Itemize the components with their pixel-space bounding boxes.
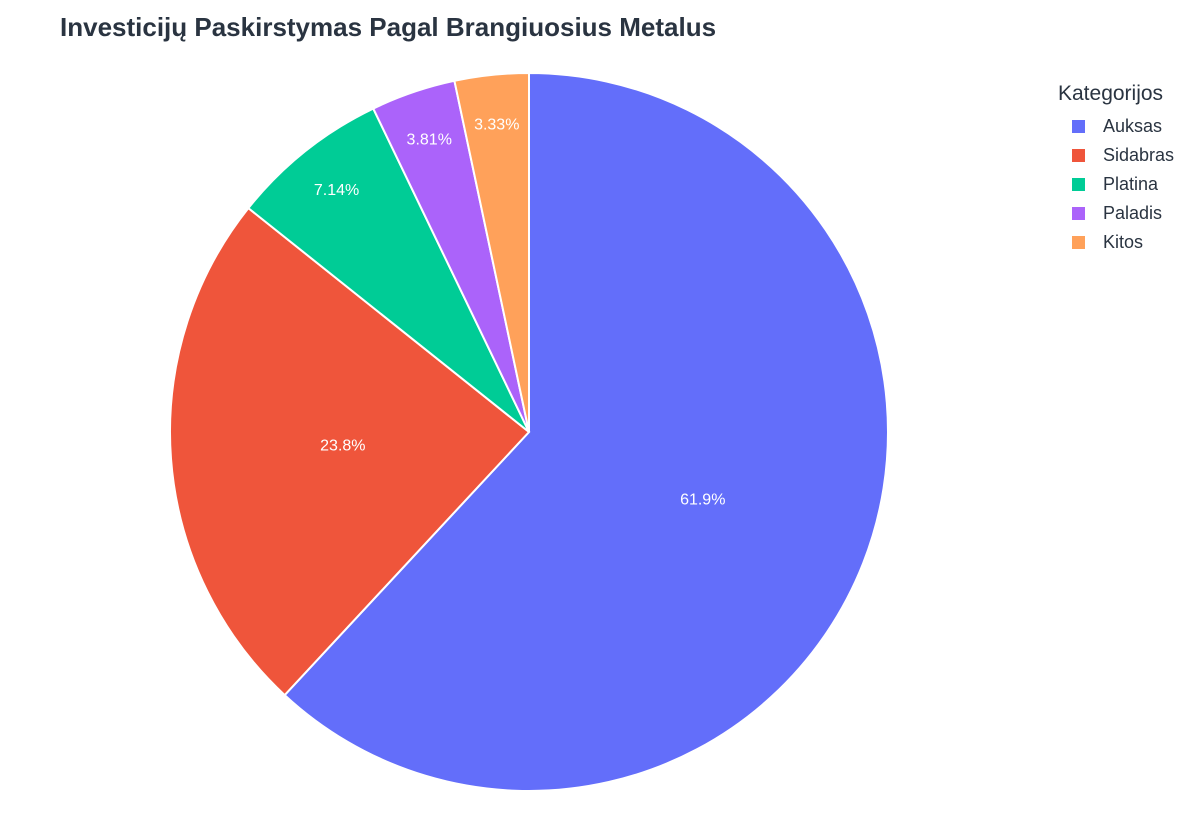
legend-title: Kategorijos xyxy=(1058,82,1164,105)
pie-slice-auksas[interactable] xyxy=(283,71,889,792)
legend-item-sidabras[interactable]: Sidabras xyxy=(1072,141,1174,170)
legend-label: Auksas xyxy=(1103,116,1163,136)
legend-item-paladis[interactable]: Paladis xyxy=(1072,199,1174,228)
pie-slice-sidabras[interactable] xyxy=(169,206,531,697)
legend-label: Kitos xyxy=(1103,232,1144,252)
slice-label-platina: 7.14% xyxy=(314,182,359,199)
legend-swatch xyxy=(1072,178,1085,191)
slice-labels: 61.9% 23.8% 7.14% 3.81% 3.33% xyxy=(314,116,726,508)
pie-slices xyxy=(169,71,889,792)
legend-label: Paladis xyxy=(1103,203,1163,223)
legend-label: Sidabras xyxy=(1103,145,1175,165)
slice-label-kitos: 3.33% xyxy=(474,116,519,133)
legend-item-platina[interactable]: Platina xyxy=(1072,170,1174,199)
pie-slice-platina[interactable] xyxy=(246,107,530,433)
legend-label: Platina xyxy=(1103,174,1159,194)
slice-label-paladis: 3.81% xyxy=(407,131,452,148)
slice-label-sidabras: 23.8% xyxy=(320,437,365,454)
chart-title: Investicijų Paskirstymas Pagal Brangiuos… xyxy=(60,12,717,42)
legend-swatch xyxy=(1072,149,1085,162)
legend-swatch xyxy=(1072,120,1085,133)
legend-item-auksas[interactable]: Auksas xyxy=(1072,112,1174,141)
legend: Kategorijos Auksas Sidabras Platina Pala… xyxy=(1058,82,1174,257)
pie-slice-kitos[interactable] xyxy=(453,71,530,433)
legend-swatch xyxy=(1072,236,1085,249)
legend-swatch xyxy=(1072,207,1085,220)
legend-item-kitos[interactable]: Kitos xyxy=(1072,228,1174,257)
slice-label-auksas: 61.9% xyxy=(680,492,725,509)
